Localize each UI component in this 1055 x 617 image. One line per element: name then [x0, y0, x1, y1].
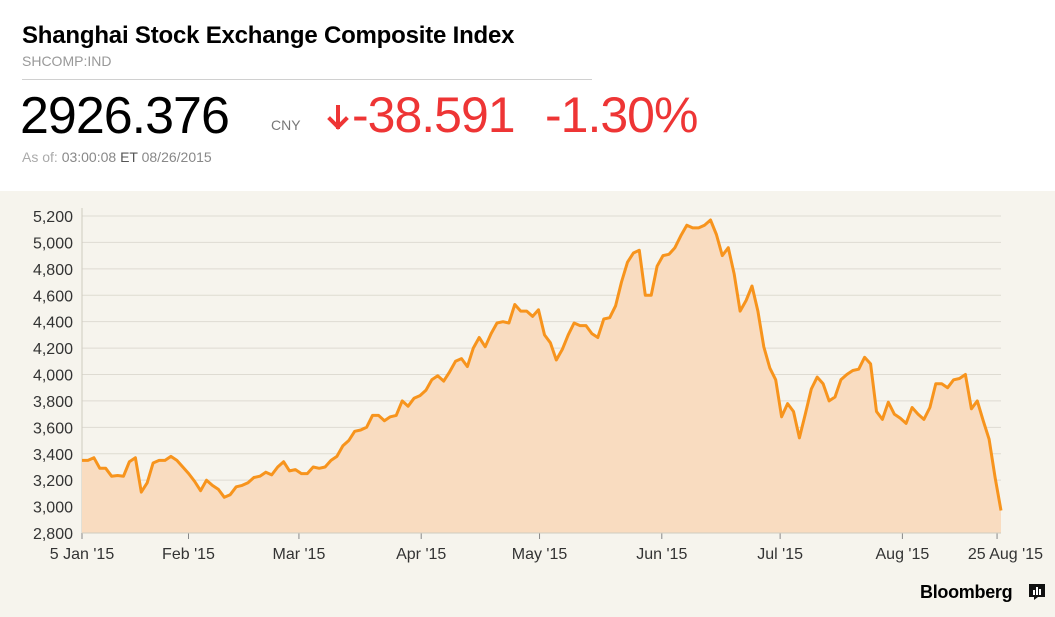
header-divider — [22, 79, 592, 80]
x-tick-label: 5 Jan '15 — [50, 546, 115, 563]
price-chart: 5,200 5,000 4,800 4,600 4,400 4,200 4,000 3,800… — [33, 208, 1043, 563]
y-tick-label: 4,800 — [33, 262, 73, 279]
as-of-time: 03:00:08 — [61, 149, 117, 165]
as-of-tz: ET — [120, 149, 138, 165]
x-tick-label: Apr '15 — [396, 546, 446, 563]
currency-label: CNY — [271, 117, 301, 133]
x-tick-label: Aug '15 — [876, 546, 930, 563]
price-change-percent: -1.30% — [545, 87, 698, 143]
as-of-timestamp: As of: 03:00:08 ET 08/26/2015 — [22, 149, 212, 165]
price-change: -38.591 — [352, 87, 516, 143]
y-tick-label: 3,200 — [33, 473, 73, 490]
y-tick-label: 3,000 — [33, 500, 73, 517]
series-line — [82, 218, 1003, 511]
y-tick-label: 4,000 — [33, 368, 73, 385]
ticker-symbol: SHCOMP:IND — [22, 53, 112, 69]
y-tick-label: 4,600 — [33, 288, 73, 305]
x-tick-label: 25 Aug '15 — [968, 546, 1043, 563]
y-tick-label: 3,600 — [33, 420, 73, 437]
price-value: 2926.376 — [20, 87, 230, 145]
bloomberg-chart-icon — [1028, 583, 1046, 601]
y-tick-label: 4,200 — [33, 341, 73, 358]
x-tick-label: May '15 — [512, 546, 568, 563]
down-arrow-icon — [327, 105, 349, 136]
x-tick-label: Feb '15 — [162, 546, 215, 563]
page-title: Shanghai Stock Exchange Composite Index — [22, 22, 515, 49]
y-tick-label: 5,200 — [33, 209, 73, 226]
x-tick-label: Jul '15 — [757, 546, 803, 563]
area-fill — [82, 220, 1001, 533]
y-tick-label: 4,400 — [33, 315, 73, 332]
as-of-date: 08/26/2015 — [141, 149, 212, 165]
x-tick-label: Jun '15 — [636, 546, 687, 563]
bloomberg-logo: Bloomberg — [920, 582, 1013, 602]
x-tick-label: Mar '15 — [273, 546, 326, 563]
y-tick-label: 3,400 — [33, 447, 73, 464]
y-tick-label: 2,800 — [33, 526, 73, 543]
chart-panel: 5,200 5,000 4,800 4,600 4,400 4,200 4,000 3,800… — [0, 191, 1055, 617]
y-tick-label: 5,000 — [33, 235, 73, 252]
y-tick-label: 3,800 — [33, 394, 73, 411]
as-of-label: As of: — [22, 149, 58, 165]
